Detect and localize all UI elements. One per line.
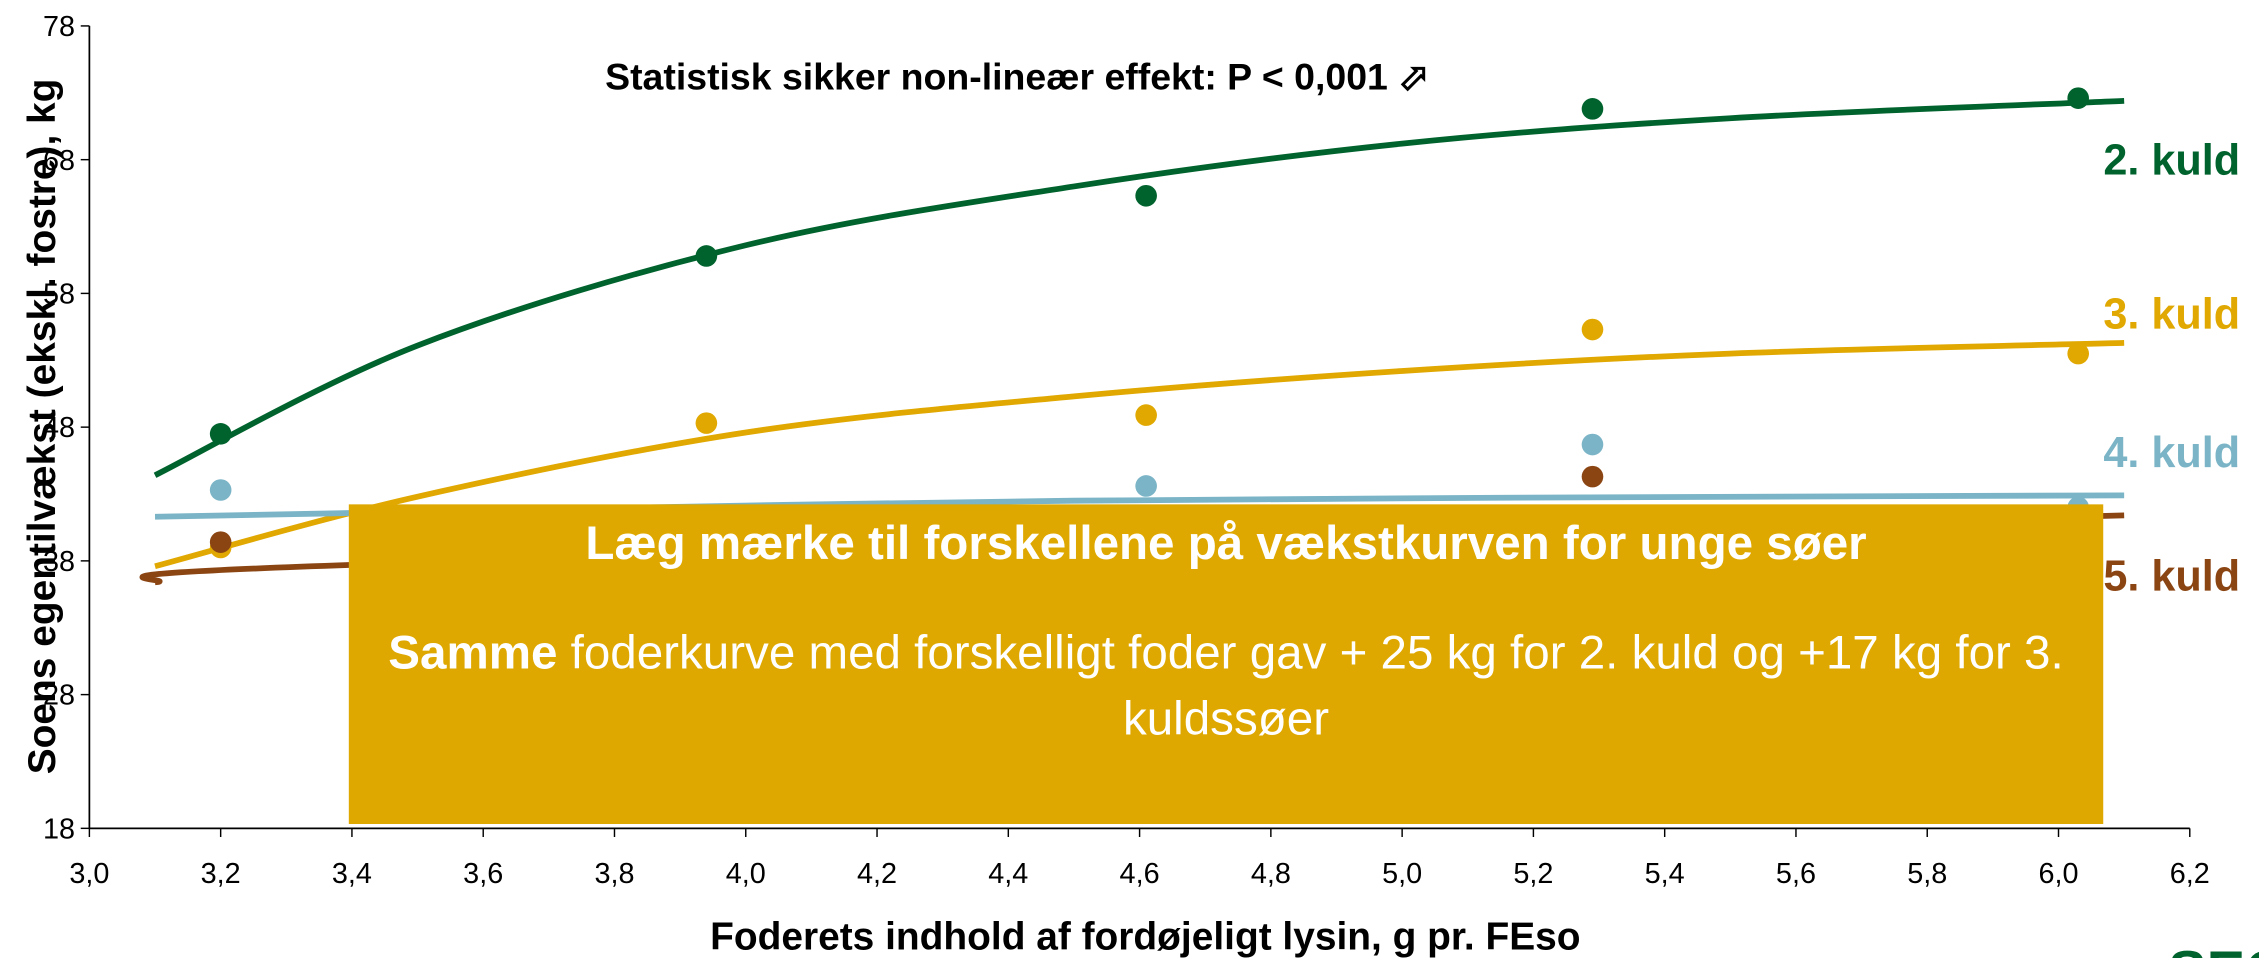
x-tick-label: 6,0 <box>2038 858 2078 890</box>
point <box>1581 465 1604 488</box>
x-tick-label: 5,2 <box>1513 858 1553 890</box>
y-axis-title: Soens egentilvækst (ekskl. fostre), kg <box>21 79 64 775</box>
point <box>209 479 232 501</box>
fit-curve <box>153 97 2125 478</box>
x-tick-label: 4,8 <box>1251 858 1291 890</box>
point <box>2067 342 2090 365</box>
point <box>1581 433 1604 456</box>
point <box>1581 318 1604 341</box>
x-axis-title: Foderets indhold af fordøjeligt lysin, g… <box>710 915 1580 958</box>
x-tick-label: 5,0 <box>1382 858 1422 890</box>
callout: Læg mærke til forskellene på vækstkurven… <box>348 504 2104 825</box>
x-tick-label: 4,0 <box>726 858 766 890</box>
callout-text: foderkurve med forskelligt foder gav + 2… <box>557 625 2064 745</box>
x-tick-label: 4,4 <box>988 858 1028 890</box>
x-tick-label: 3,2 <box>201 858 241 890</box>
x-tick-label: 3,4 <box>332 858 372 890</box>
callout-emphasis: Samme <box>388 625 558 679</box>
series-label: 5. kuld <box>2103 553 2240 601</box>
annotation: Statistisk sikker non-lineær effekt: P <… <box>605 55 1429 97</box>
point <box>209 531 232 553</box>
y-tick-label: 78 <box>43 11 75 43</box>
y-tick-label: 38 <box>43 546 75 578</box>
point <box>1581 98 1604 120</box>
callout-text-block: Samme foderkurve med forskelligt foder g… <box>378 619 2075 752</box>
callout-box: Læg mærke til forskellene på vækstkurven… <box>348 504 2104 825</box>
point <box>1135 184 1157 207</box>
x-tick-label: 5,6 <box>1776 858 1816 890</box>
x-tick-label: 4,2 <box>857 858 897 890</box>
y-tick-label: 48 <box>43 412 75 444</box>
point <box>695 245 718 267</box>
series-label: 4. kuld <box>2103 429 2240 477</box>
point <box>209 423 232 445</box>
point <box>695 412 718 434</box>
x-tick-label: 5,8 <box>1907 858 1947 890</box>
x-tick-label: 3,8 <box>594 858 634 890</box>
x-tick-label: 3,0 <box>69 858 109 890</box>
x-tick-label: 4,6 <box>1120 858 1160 890</box>
x-tick-label: 3,6 <box>463 858 503 890</box>
point <box>1135 404 1157 426</box>
point <box>2067 87 2090 109</box>
series-label: 2. kuld <box>2103 136 2240 184</box>
x-tick-label: 6,2 <box>2170 858 2210 890</box>
y-tick-label: 58 <box>43 278 75 310</box>
callout-heading: Læg mærke til forskellene på vækstkurven… <box>585 515 1867 570</box>
series-label: 3. kuld <box>2103 290 2240 338</box>
y-tick-label: 18 <box>43 813 75 845</box>
x-tick-label: 5,4 <box>1645 858 1685 890</box>
y-tick-label: 68 <box>43 145 75 177</box>
point <box>1135 475 1157 497</box>
logo: SEG <box>2168 940 2259 958</box>
fit-curve <box>154 340 2125 570</box>
y-tick-label: 28 <box>43 680 75 712</box>
